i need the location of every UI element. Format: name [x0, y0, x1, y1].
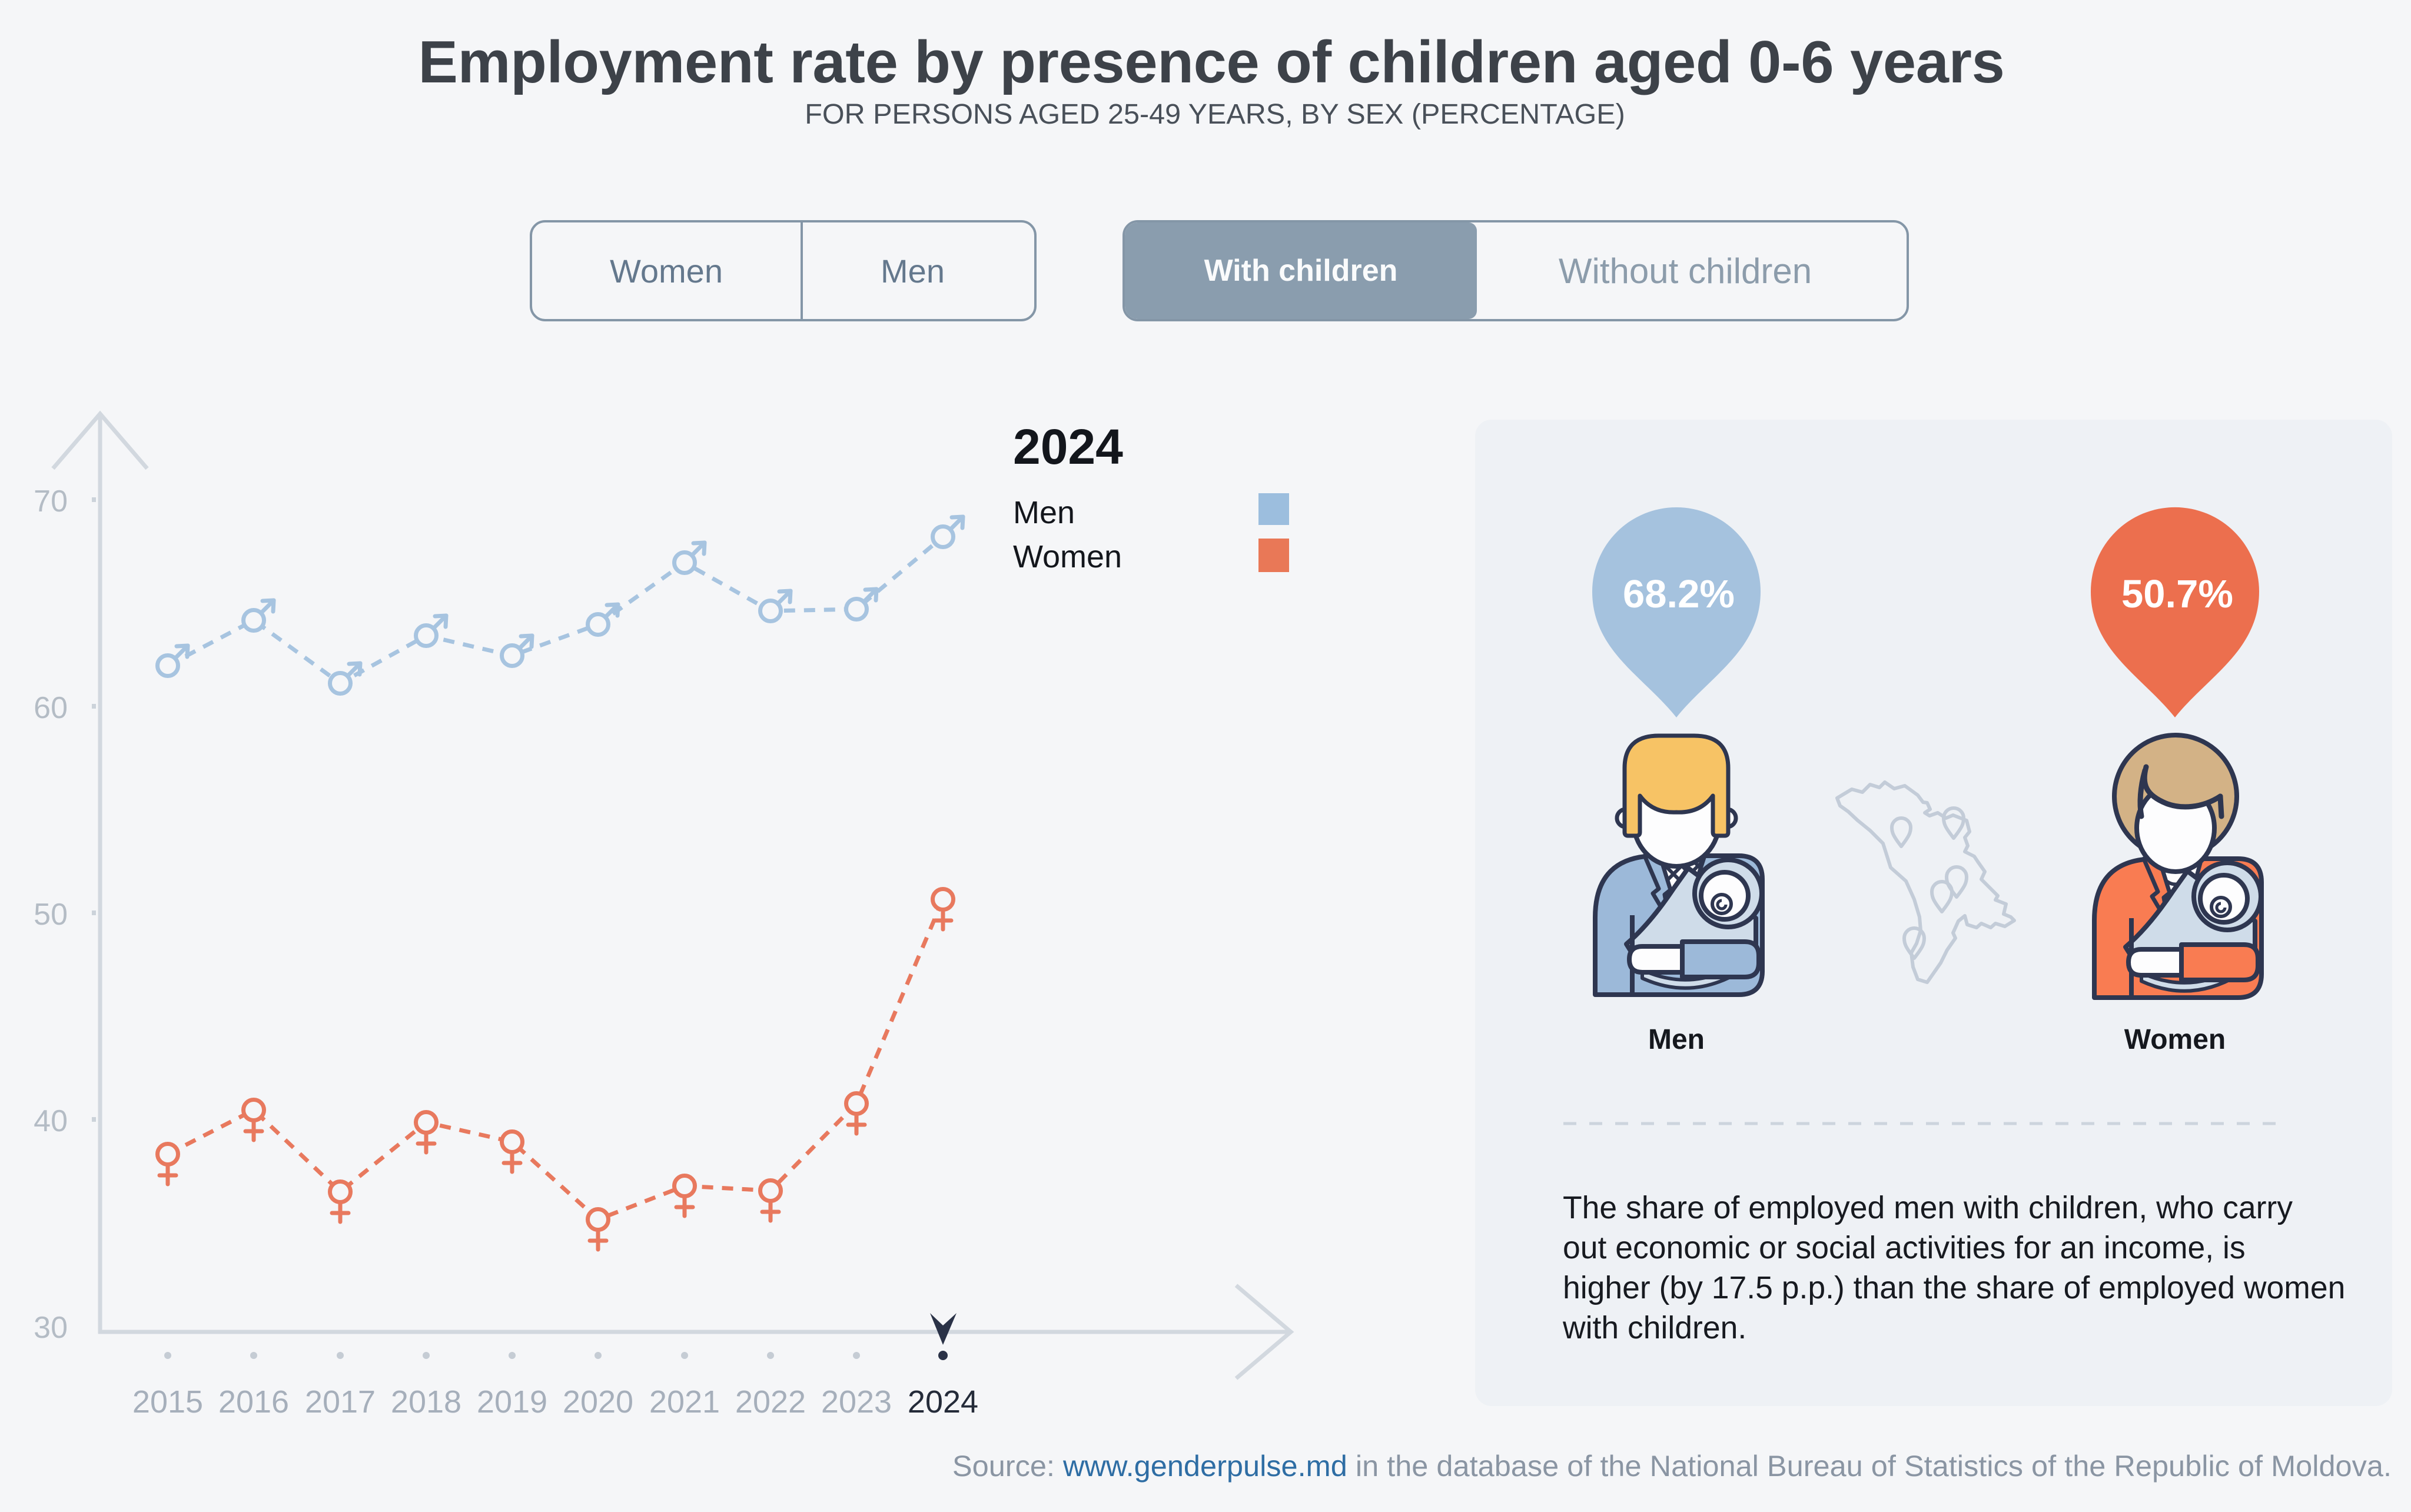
svg-text:Women: Women: [1013, 539, 1122, 574]
svg-text:50.7%: 50.7%: [2121, 572, 2233, 616]
svg-text:2022: 2022: [735, 1384, 806, 1420]
svg-text:2020: 2020: [563, 1384, 633, 1420]
svg-text:68.2%: 68.2%: [1623, 572, 1735, 616]
svg-text:2024: 2024: [908, 1384, 978, 1420]
svg-text:Men: Men: [1648, 1024, 1705, 1055]
svg-text:30: 30: [34, 1311, 68, 1345]
svg-text:40: 40: [34, 1104, 68, 1138]
svg-text:2016: 2016: [218, 1384, 289, 1420]
svg-text:Women: Women: [2124, 1024, 2226, 1055]
svg-text:2019: 2019: [477, 1384, 547, 1420]
svg-text:70: 70: [34, 484, 68, 519]
svg-text:2017: 2017: [305, 1384, 376, 1420]
svg-text:2024: 2024: [1013, 419, 1123, 474]
svg-text:50: 50: [34, 898, 68, 932]
svg-text:2023: 2023: [821, 1384, 892, 1420]
svg-text:Men: Men: [1013, 495, 1075, 530]
svg-text:2015: 2015: [132, 1384, 203, 1420]
svg-text:2021: 2021: [649, 1384, 720, 1420]
svg-text:60: 60: [34, 691, 68, 725]
svg-text:2018: 2018: [391, 1384, 461, 1420]
